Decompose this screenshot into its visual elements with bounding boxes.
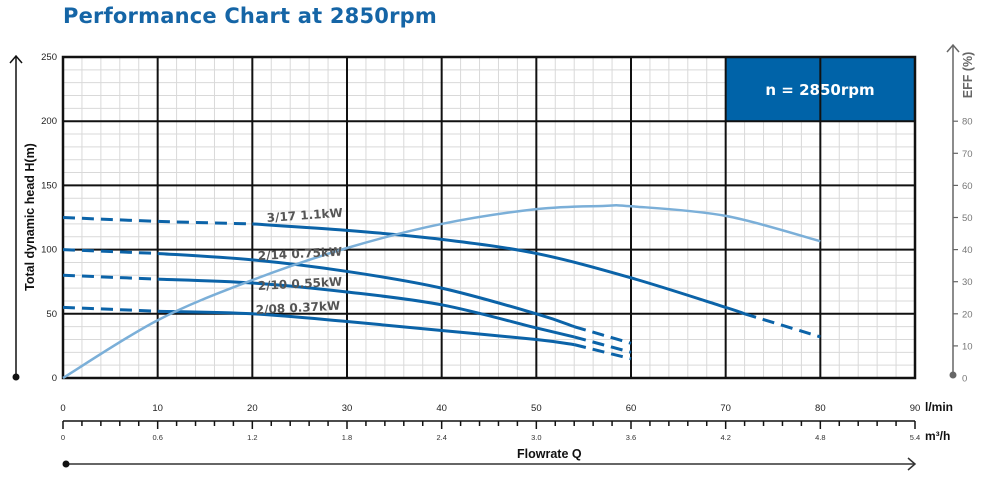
arrow-up-icon [946, 43, 960, 53]
eff-tick-label: 10 [962, 341, 973, 352]
eff-tick-label: 50 [962, 213, 973, 224]
eff-tick-label: 30 [962, 277, 973, 288]
x2-tick-label: 3.0 [531, 433, 541, 442]
y-tick-label: 50 [46, 309, 57, 320]
arrow-up-icon [9, 54, 23, 64]
head-curve [157, 309, 575, 347]
x-tick-label: 60 [626, 403, 637, 414]
x2-tick-label: 0 [61, 433, 65, 442]
x2-tick-label: 4.8 [815, 433, 825, 442]
x-tick-label: 20 [247, 403, 258, 414]
y-tick-label: 250 [41, 52, 57, 63]
head-curve [573, 325, 632, 345]
axis-origin-dot [949, 371, 957, 379]
x2-tick-label: 4.2 [720, 433, 730, 442]
head-curve [62, 216, 253, 226]
x2-tick-label: 0.6 [152, 433, 162, 442]
axis-origin-dot [12, 373, 20, 381]
head-curve [744, 312, 821, 339]
y-tick-label: 200 [41, 116, 57, 127]
eff-tick-label: 40 [962, 245, 973, 256]
x-tick-label: 30 [342, 403, 353, 414]
x2-tick-label: 3.6 [626, 433, 636, 442]
x-tick-label: 70 [720, 403, 731, 414]
x2-tick-label: 2.4 [436, 433, 446, 442]
x-unit-secondary: m³/h [925, 429, 950, 443]
x2-tick-label: 1.2 [247, 433, 257, 442]
arrow-right-icon [907, 457, 917, 471]
x-tick-label: 0 [60, 403, 65, 414]
y-tick-label: 150 [41, 180, 57, 191]
x2-tick-label: 5.4 [910, 433, 920, 442]
curves [62, 204, 821, 380]
axis-origin-dot [62, 460, 70, 468]
x-tick-label: 40 [436, 403, 447, 414]
x-tick-label: 80 [815, 403, 826, 414]
x-tick-label: 50 [531, 403, 542, 414]
eff-tick-label: 70 [962, 149, 973, 160]
head-curve [62, 273, 158, 281]
y-axis-right: EFF (%) 0 10 20 30 40 50 60 70 80 [946, 43, 975, 385]
x-unit-primary: l/min [925, 400, 953, 414]
head-curve [573, 343, 632, 361]
major-grid [61, 55, 917, 380]
head-curve [157, 251, 575, 329]
head-curve [252, 222, 746, 316]
efficiency-curve [62, 204, 821, 380]
y-axis-left-label: Total dynamic head H(m) [23, 143, 37, 291]
head-curve [573, 335, 632, 354]
eff-tick-label: 0 [962, 374, 967, 385]
y-tick-label: 100 [41, 245, 57, 256]
y-tick-label: 0 [52, 373, 57, 384]
x-tick-label: 10 [152, 403, 163, 414]
head-curve [157, 277, 575, 339]
eff-tick-label: 20 [962, 309, 973, 320]
curve-label: 3/17 1.1kW [266, 206, 343, 225]
curve-label: 2/08 0.37kW [255, 299, 340, 317]
x2-tick-label: 1.8 [342, 433, 352, 442]
x-tick-label: 90 [910, 403, 921, 414]
x-axis-label: Flowrate Q [517, 447, 582, 461]
head-curve [62, 305, 158, 313]
curve-label: 2/14 0.75kW [257, 245, 342, 263]
curve-label: 2/10 0.55kW [257, 275, 342, 293]
y-axis-left: Total dynamic head H(m) 0 50 100 150 200 250 [9, 52, 57, 384]
y-axis-right-label: EFF (%) [961, 52, 975, 99]
head-curve [62, 248, 158, 255]
chart-title: Performance Chart at 2850rpm [63, 4, 437, 28]
eff-tick-label: 60 [962, 181, 973, 192]
x-axis: 0 10 20 30 40 50 60 70 80 90 l/min 0 0.6 1.2 1.8 2.4 3… [60, 400, 953, 471]
curve-labels: 3/17 1.1kW 2/14 0.75kW 2/10 0.55kW 2/08 0.3… [255, 206, 343, 317]
eff-tick-label: 80 [962, 117, 973, 128]
